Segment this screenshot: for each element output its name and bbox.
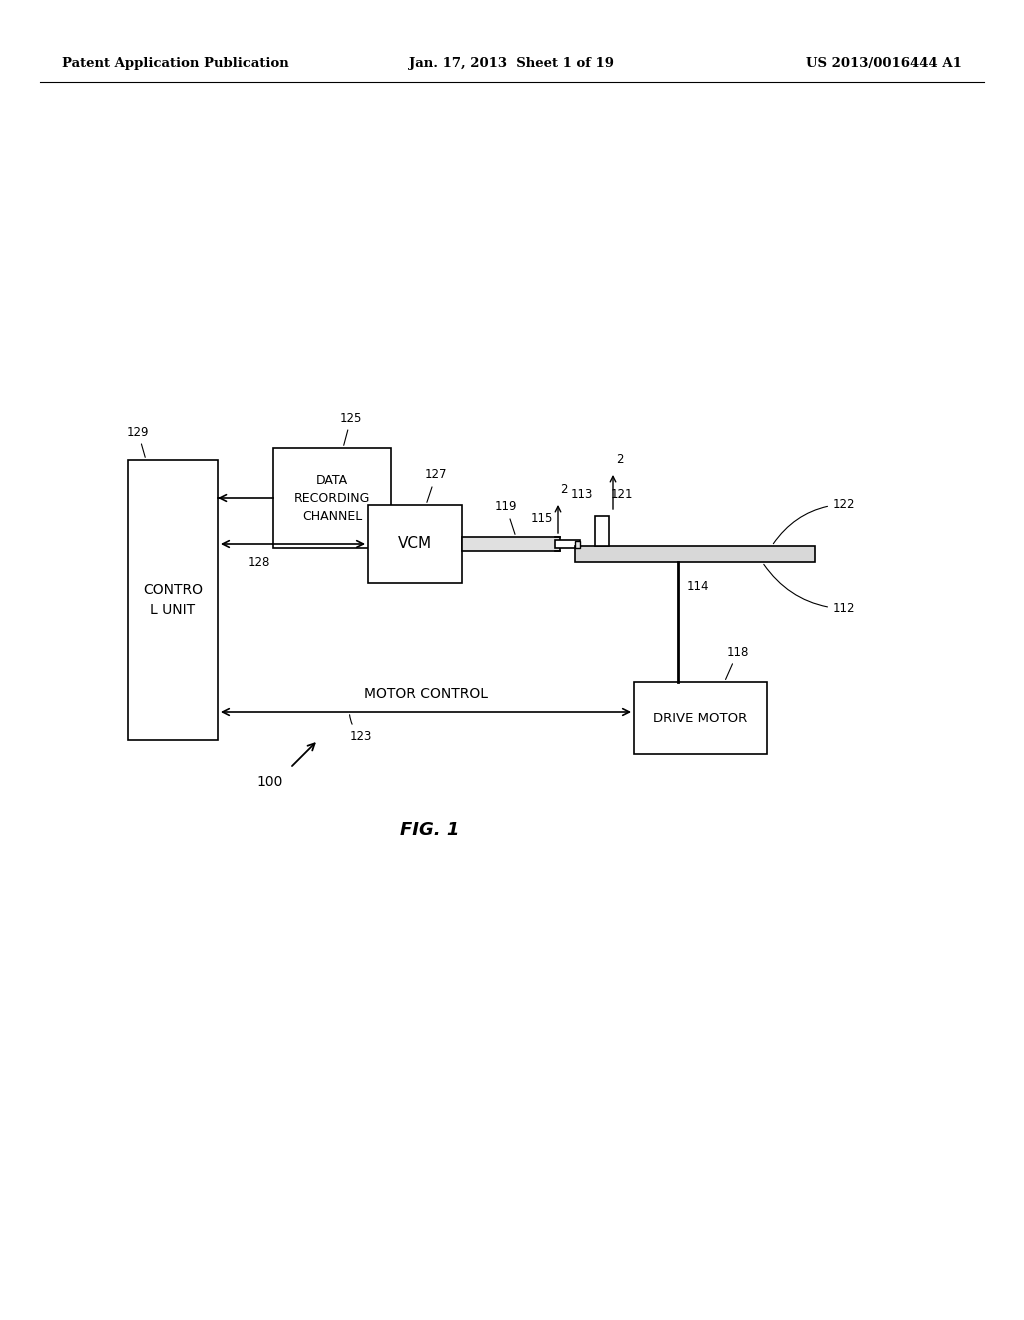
Text: 127: 127 (425, 469, 447, 503)
Text: 112: 112 (764, 564, 855, 615)
Text: Jan. 17, 2013  Sheet 1 of 19: Jan. 17, 2013 Sheet 1 of 19 (410, 57, 614, 70)
Bar (555, 540, 580, 548)
Text: 100: 100 (257, 775, 283, 789)
Text: 128: 128 (248, 556, 270, 569)
Bar (634, 682, 767, 754)
Text: MOTOR CONTROL: MOTOR CONTROL (364, 686, 488, 701)
Text: 118: 118 (726, 645, 749, 680)
Text: 129: 129 (127, 425, 150, 457)
Bar (575, 546, 815, 562)
Text: 114: 114 (686, 581, 709, 594)
Text: DATA
RECORDING
CHANNEL: DATA RECORDING CHANNEL (294, 474, 371, 523)
Bar (128, 459, 218, 741)
Bar (595, 516, 609, 546)
Bar (368, 506, 462, 583)
Bar (273, 447, 391, 548)
Text: 122: 122 (773, 498, 855, 544)
Text: 2: 2 (616, 453, 624, 466)
Text: FIG. 1: FIG. 1 (400, 821, 460, 840)
Bar (575, 540, 580, 548)
Text: 119: 119 (495, 500, 517, 535)
Bar (462, 537, 560, 550)
Text: 2: 2 (560, 483, 567, 496)
Text: US 2013/0016444 A1: US 2013/0016444 A1 (806, 57, 962, 70)
Text: VCM: VCM (398, 536, 432, 552)
Text: 113: 113 (570, 487, 593, 500)
Text: 115: 115 (530, 511, 553, 524)
Text: Patent Application Publication: Patent Application Publication (62, 57, 289, 70)
Text: 123: 123 (349, 714, 372, 742)
Text: DRIVE MOTOR: DRIVE MOTOR (653, 711, 748, 725)
Text: 121: 121 (611, 487, 634, 500)
Text: CONTRO
L UNIT: CONTRO L UNIT (143, 583, 203, 616)
Text: 125: 125 (340, 412, 362, 445)
